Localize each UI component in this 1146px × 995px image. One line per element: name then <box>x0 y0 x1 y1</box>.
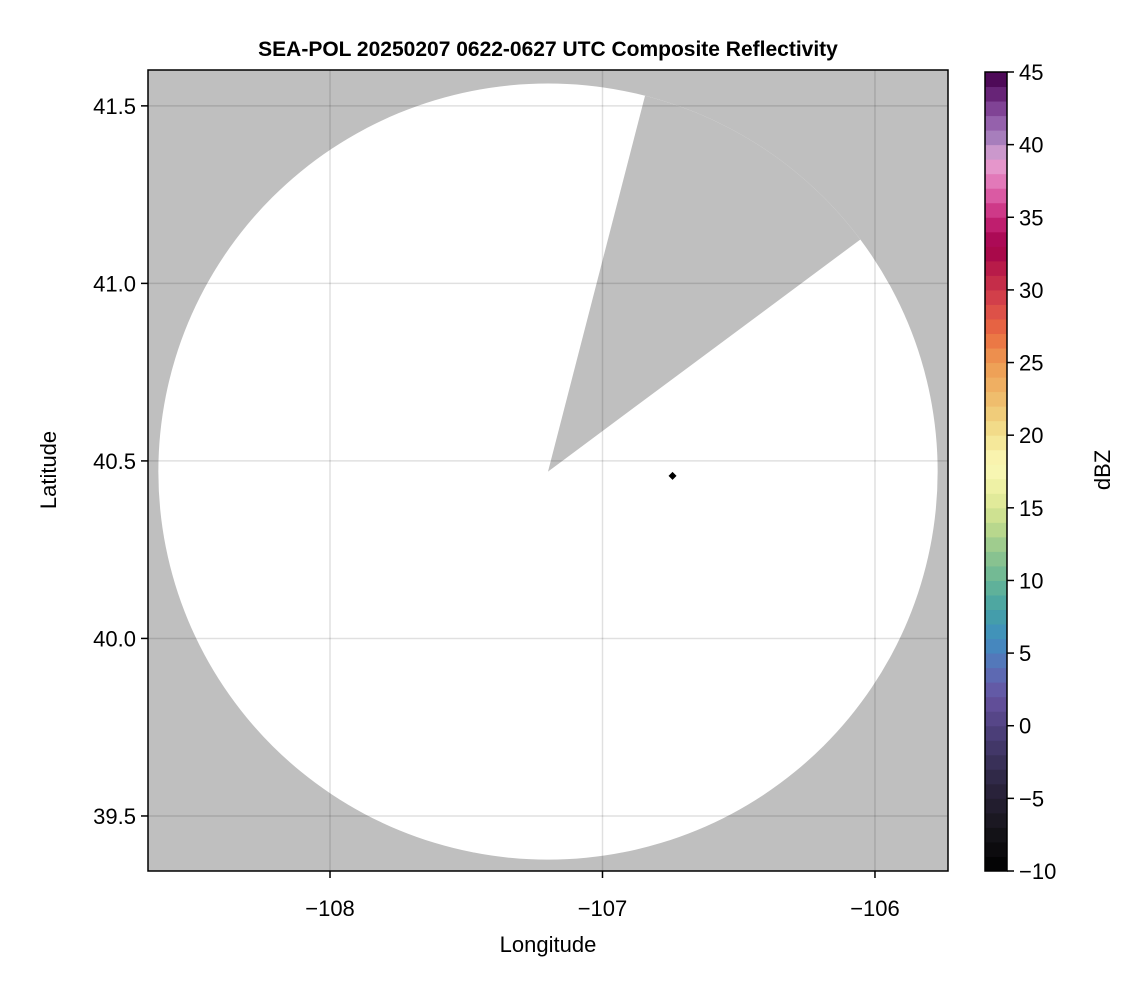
colorbar-band <box>985 173 1007 189</box>
colorbar-tick-label: 20 <box>1019 423 1043 448</box>
chart-title: SEA-POL 20250207 0622-0627 UTC Composite… <box>258 38 838 61</box>
colorbar-band <box>985 565 1007 581</box>
colorbar-band <box>985 653 1007 669</box>
colorbar-tick-label: 45 <box>1019 60 1043 85</box>
colorbar-band <box>985 377 1007 393</box>
colorbar-tick-label: −5 <box>1019 786 1044 811</box>
colorbar-band <box>985 536 1007 552</box>
colorbar-band <box>985 144 1007 160</box>
colorbar-band <box>985 159 1007 175</box>
colorbar-band <box>985 333 1007 349</box>
colorbar-band <box>985 507 1007 523</box>
colorbar-band <box>985 362 1007 378</box>
x-axis-label: Longitude <box>500 932 597 957</box>
colorbar-band <box>985 711 1007 727</box>
colorbar-band <box>985 188 1007 204</box>
colorbar-band <box>985 798 1007 814</box>
colorbar-band <box>985 493 1007 509</box>
y-tick-label: 39.5 <box>93 804 136 829</box>
colorbar-band <box>985 72 1007 88</box>
colorbar-band <box>985 231 1007 247</box>
colorbar-band <box>985 449 1007 465</box>
colorbar-label: dBZ <box>1090 450 1115 490</box>
colorbar-tick-label: 5 <box>1019 641 1031 666</box>
colorbar-band <box>985 217 1007 233</box>
colorbar-band <box>985 275 1007 291</box>
colorbar-band <box>985 420 1007 436</box>
colorbar-band <box>985 304 1007 320</box>
y-tick-label: 40.0 <box>93 626 136 651</box>
colorbar-tick-label: −10 <box>1019 859 1056 884</box>
colorbar: −10 −5 0 5 10 15 20 25 30 35 40 45 <box>984 60 1056 884</box>
colorbar-band <box>985 115 1007 131</box>
colorbar-band <box>985 391 1007 407</box>
colorbar-band <box>985 754 1007 770</box>
colorbar-band <box>985 812 1007 828</box>
plot-frame <box>147 69 949 872</box>
colorbar-tick-label: 10 <box>1019 568 1043 593</box>
x-tick-label: −108 <box>305 896 355 921</box>
colorbar-band <box>985 638 1007 654</box>
radar-site-marker <box>668 471 677 480</box>
colorbar-band <box>985 594 1007 611</box>
colorbar-tick-label: 15 <box>1019 496 1043 521</box>
y-tick-label: 41.0 <box>93 271 136 296</box>
colorbar-band <box>985 435 1007 451</box>
colorbar-tick-label: 40 <box>1019 133 1043 158</box>
colorbar-band <box>985 856 1007 872</box>
colorbar-band <box>985 696 1007 712</box>
colorbar-band <box>985 783 1007 799</box>
colorbar-band <box>985 289 1007 305</box>
grid-lines <box>148 70 948 871</box>
y-tick-label: 40.5 <box>93 449 136 474</box>
colorbar-tick-label: 25 <box>1019 351 1043 376</box>
colorbar-tick-label: 30 <box>1019 278 1043 303</box>
colorbar-band <box>985 522 1007 538</box>
x-tick-label: −107 <box>578 896 628 921</box>
colorbar-band <box>985 202 1007 218</box>
colorbar-band <box>985 769 1007 785</box>
colorbar-frame <box>984 71 1008 872</box>
colorbar-band <box>985 609 1007 625</box>
colorbar-band <box>985 246 1007 262</box>
y-axis-label: Latitude <box>36 431 61 509</box>
colorbar-band <box>985 464 1007 480</box>
colorbar-band <box>985 348 1007 364</box>
colorbar-band <box>985 406 1007 422</box>
colorbar-band <box>985 318 1007 334</box>
colorbar-band <box>985 682 1007 698</box>
y-tick-label: 41.5 <box>93 94 136 119</box>
colorbar-band <box>985 478 1007 494</box>
colorbar-band <box>985 841 1007 857</box>
colorbar-band <box>985 725 1007 741</box>
colorbar-tick-label: 35 <box>1019 205 1043 230</box>
colorbar-band <box>985 624 1007 640</box>
colorbar-band <box>985 580 1007 596</box>
colorbar-band <box>985 827 1007 843</box>
colorbar-band <box>985 551 1007 567</box>
colorbar-band <box>985 667 1007 683</box>
colorbar-band <box>985 86 1007 102</box>
colorbar-band <box>985 130 1007 146</box>
colorbar-band <box>985 740 1007 756</box>
colorbar-band <box>985 101 1007 117</box>
y-axis: 39.5 40.0 40.5 41.0 41.5 <box>93 94 148 829</box>
x-axis: −108 −107 −106 <box>305 871 900 921</box>
x-tick-label: −106 <box>850 896 900 921</box>
colorbar-tick-label: 0 <box>1019 714 1031 739</box>
colorbar-band <box>985 260 1007 276</box>
